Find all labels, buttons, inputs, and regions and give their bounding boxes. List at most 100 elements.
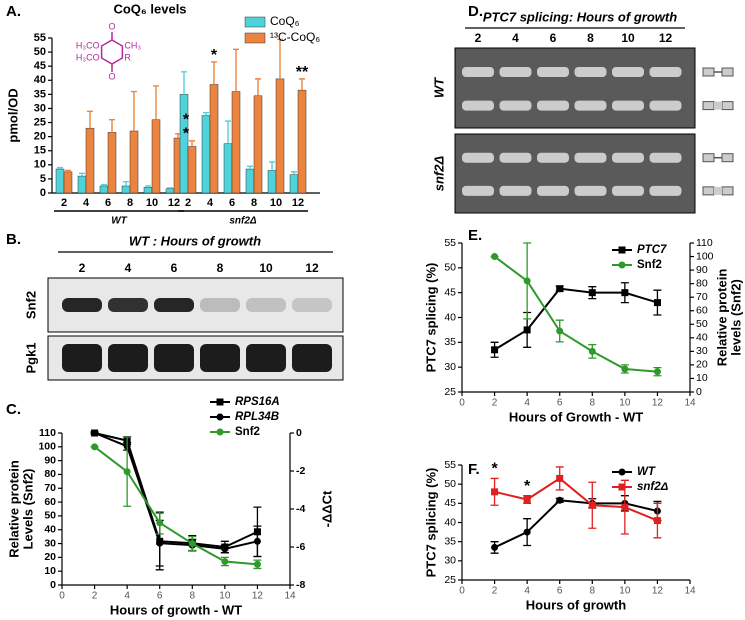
gel-band — [499, 152, 532, 163]
exon-join — [714, 186, 722, 195]
y-tick-label: 30 — [444, 555, 456, 567]
y-tick-label: 35 — [444, 535, 456, 547]
error-bar — [123, 181, 129, 186]
x-tick-label: 8 — [251, 197, 257, 209]
gel-band — [499, 100, 532, 111]
point — [588, 347, 596, 355]
x-axis-label: Hours of growth - WT — [110, 602, 242, 617]
bar — [297, 89, 307, 194]
x-tick-label: 8 — [590, 586, 596, 597]
x-tick-label: 4 — [524, 586, 530, 597]
point — [556, 474, 564, 482]
y2-tick-label: 60 — [696, 305, 708, 317]
error-bar — [65, 169, 71, 172]
gel-band — [649, 152, 682, 163]
point — [556, 285, 564, 293]
y-axis-label: Relative protein — [6, 460, 21, 558]
exon-icon — [721, 101, 734, 111]
panel-label: C. — [6, 401, 21, 418]
gel-band — [537, 67, 569, 77]
legend-marker — [216, 398, 224, 406]
exon-join — [714, 101, 722, 110]
legend-label: ¹³C-CoQ₆ — [270, 30, 320, 44]
panel-label: D. — [468, 3, 483, 20]
y-axis-label: PTC7 splicing (%) — [423, 263, 438, 373]
gel-band — [462, 152, 494, 163]
x-tick-label: 10 — [619, 586, 631, 597]
gel-band — [462, 185, 494, 196]
blot-row-label: Pgk1 — [23, 342, 38, 373]
gel-band — [499, 67, 532, 77]
y2-axis-label: Relative protein — [714, 269, 729, 367]
y-tick-label: 45 — [34, 60, 46, 72]
x-axis-label: Hours of growth — [526, 597, 626, 612]
lane-label: 12 — [305, 261, 319, 275]
error-bar — [57, 166, 63, 170]
point — [156, 539, 164, 547]
y-tick-label: 50 — [444, 478, 456, 490]
blot-band — [246, 344, 286, 372]
x-tick-label: 8 — [190, 591, 196, 602]
point — [621, 365, 629, 373]
x-tick-label: 14 — [684, 586, 696, 597]
bar — [223, 143, 233, 194]
exon-icon — [721, 153, 734, 163]
point — [653, 368, 661, 376]
y2-tick-label: -2 — [296, 465, 305, 477]
y-tick-label: 30 — [34, 102, 46, 114]
point — [253, 537, 261, 545]
point — [156, 519, 164, 527]
blot-band — [62, 298, 102, 312]
y-tick-label: 50 — [34, 46, 46, 58]
x-tick-label: 14 — [684, 398, 696, 409]
bar — [165, 188, 175, 194]
gel-band — [537, 100, 569, 111]
y-tick-label: 110 — [39, 427, 56, 439]
annotation: * — [183, 126, 190, 143]
bar — [275, 78, 285, 194]
x-tick-label: 4 — [124, 591, 130, 602]
error-bar — [291, 171, 297, 175]
point — [221, 558, 229, 566]
blot-strip — [454, 47, 696, 129]
error-bar — [203, 111, 209, 116]
y2-tick-label: 80 — [696, 277, 708, 289]
exon-icon — [721, 67, 734, 77]
y-tick-label: 15 — [34, 145, 46, 157]
error-bar — [181, 71, 187, 95]
structure-ring — [100, 39, 124, 65]
blot-band — [246, 298, 286, 312]
x-tick-label: 4 — [83, 197, 90, 209]
error-bar — [233, 48, 239, 92]
x-tick-label: 2 — [92, 591, 98, 602]
legend-label: RPS16A — [235, 396, 280, 408]
blot-row-label: WT — [431, 77, 446, 98]
bar — [63, 171, 73, 194]
legend-label: PTC7 — [637, 244, 667, 256]
bar — [231, 91, 241, 194]
y2-tick-label: 70 — [696, 291, 708, 303]
y-tick-label: 35 — [34, 88, 46, 100]
legend-marker — [618, 261, 626, 269]
x-tick-label: 2 — [492, 398, 498, 409]
structure-label: H₃CO — [76, 52, 100, 62]
y2-tick-label: 40 — [696, 332, 708, 344]
x-tick-label: 6 — [557, 586, 563, 597]
y-tick-label: 35 — [444, 336, 456, 348]
legend-label: WT — [637, 466, 656, 478]
bar — [245, 168, 255, 194]
x-tick-label: 10 — [146, 197, 158, 209]
x-tick-label: 4 — [207, 197, 214, 209]
y-tick-label: 55 — [444, 237, 456, 249]
point — [188, 540, 196, 548]
error-bar — [225, 120, 231, 144]
point — [123, 468, 131, 476]
y-axis-label: Levels (Snf2) — [20, 469, 35, 550]
error-bar — [87, 110, 93, 129]
legend-marker — [618, 468, 626, 476]
exon-icon — [702, 186, 715, 196]
bar — [55, 168, 65, 194]
y-tick-label: 45 — [444, 497, 456, 509]
point — [491, 543, 499, 551]
y-tick-label: 80 — [44, 468, 56, 480]
